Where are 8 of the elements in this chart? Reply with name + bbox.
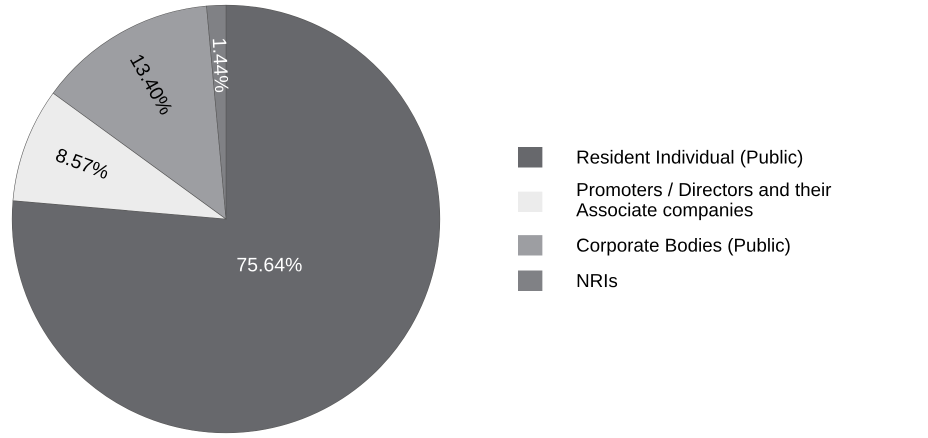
pie-slice [12,4,440,434]
data-label: 75.64% [237,258,302,272]
data-label: 8.57% [54,148,110,180]
legend-label: Corporate Bodies (Public) [577,238,790,256]
legend-label: Resident Individual (Public) [578,150,802,168]
data-label: 1.44% [212,38,229,92]
legend-label: Promoters / Directors and their Associate companies [576,182,832,220]
legend-label: NRIs [578,274,618,288]
